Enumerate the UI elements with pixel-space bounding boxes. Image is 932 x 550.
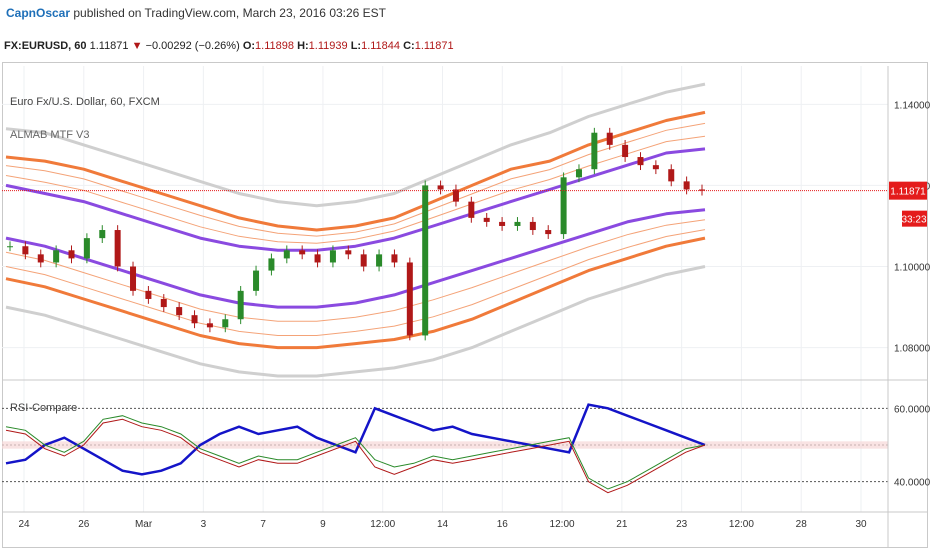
x-tick-label: 23 [676, 519, 688, 530]
candle-body [576, 169, 582, 177]
candle-body [84, 238, 90, 258]
candle-body [422, 185, 428, 335]
y-tick-label: 1.08000 [894, 344, 931, 355]
x-tick-label: 26 [78, 519, 90, 530]
candle-body [484, 218, 490, 222]
candle-body [99, 230, 105, 238]
x-tick-label: 12:00 [370, 519, 395, 530]
y-tick-label: 1.10000 [894, 263, 931, 274]
rsi-y-tick-label: 40.0000 [894, 478, 931, 489]
candle-body [514, 222, 520, 226]
band-purple_lower [6, 210, 705, 307]
candle-body [438, 185, 444, 189]
band-purple_upper [6, 149, 705, 250]
x-tick-label: 14 [437, 519, 449, 530]
candle-body [391, 254, 397, 262]
candle-body [315, 254, 321, 262]
pane-title: Euro Fx/U.S. Dollar, 60, FXCM [10, 96, 160, 108]
candle-body [145, 291, 151, 299]
candle-body [591, 133, 597, 169]
candle-body [637, 157, 643, 165]
candle-body [345, 250, 351, 254]
x-tick-label: 21 [616, 519, 628, 530]
x-tick-label: 16 [497, 519, 509, 530]
rsi-y-tick-label: 60.0000 [894, 404, 931, 415]
band-gray_outer_lower [6, 267, 705, 377]
candle-body [561, 177, 567, 234]
candle-body [130, 267, 136, 291]
candle-body [53, 250, 59, 262]
x-tick-label: Mar [135, 519, 153, 530]
countdown: 33:23 [901, 215, 926, 226]
candle-body [453, 189, 459, 201]
indicator-title: ALMAB MTF V3 [10, 129, 89, 141]
x-tick-label: 12:00 [550, 519, 575, 530]
candle-body [268, 258, 274, 270]
candle-body [207, 323, 213, 327]
band-orange_outer_upper [6, 112, 705, 230]
candle-body [668, 169, 674, 181]
candle-body [238, 291, 244, 319]
candle-body [376, 254, 382, 266]
candle-body [622, 145, 628, 157]
x-tick-label: 28 [796, 519, 808, 530]
rsi-series-blue [6, 405, 705, 475]
candle-body [284, 250, 290, 258]
candle-body [7, 246, 13, 247]
candle-body [22, 246, 28, 254]
candle-body [222, 319, 228, 327]
y-tick-label: 1.14000 [894, 100, 931, 111]
candle-body [499, 222, 505, 226]
candle-body [530, 222, 536, 230]
candle-body [330, 250, 336, 262]
x-tick-label: 7 [260, 519, 266, 530]
candle-body [299, 250, 305, 254]
candle-body [115, 230, 121, 266]
x-tick-label: 3 [201, 519, 207, 530]
candle-body [161, 299, 167, 307]
candle-body [545, 230, 551, 234]
candle-body [684, 181, 690, 189]
x-tick-label: 9 [320, 519, 326, 530]
candle-body [176, 307, 182, 315]
candle-body [69, 250, 75, 258]
x-tick-label: 30 [855, 519, 867, 530]
x-tick-label: 24 [18, 519, 30, 530]
candle-body [38, 254, 44, 262]
rsi-title: RSI-Compare [10, 402, 77, 414]
candle-body [407, 262, 413, 335]
price-tag: 1.11871 [890, 187, 926, 198]
candle-body [192, 315, 198, 323]
rsi-mid-zone [2, 441, 888, 448]
candle-body [361, 254, 367, 266]
candle-body [607, 133, 613, 145]
candle-body [468, 202, 474, 218]
candle-body [253, 271, 259, 291]
candle-body [653, 165, 659, 169]
x-tick-label: 12:00 [729, 519, 754, 530]
